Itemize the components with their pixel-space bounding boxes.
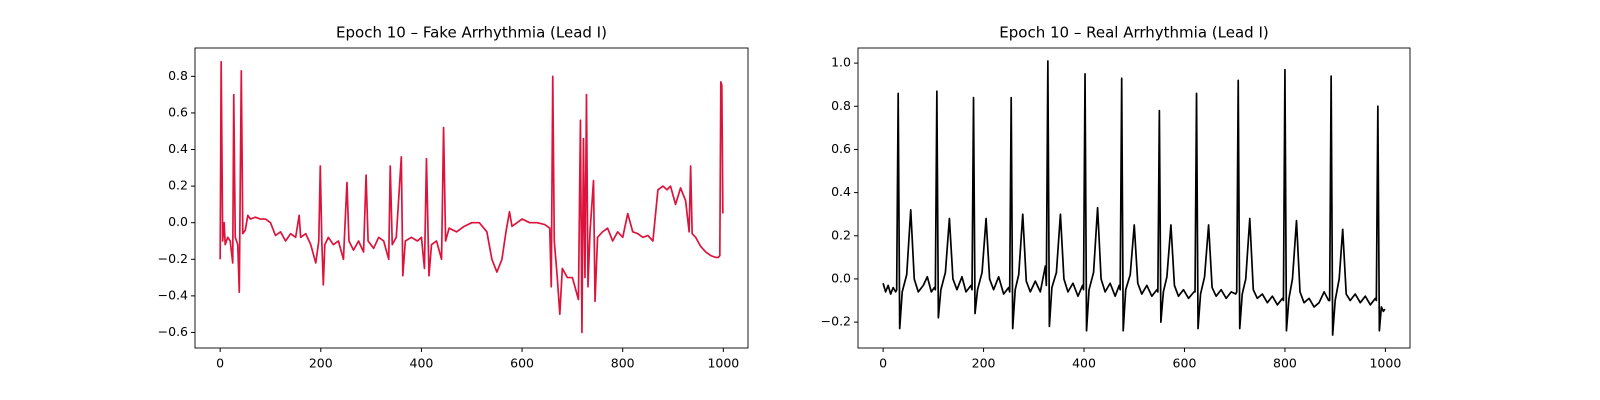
plot-frame [194,47,749,349]
y-tick-label: −0.2 [158,251,188,266]
x-tick-label: 600 [510,356,534,371]
x-tick-label: 1000 [1369,356,1401,371]
y-tick-label: 0.2 [831,227,851,242]
x-tick-label: 800 [611,356,635,371]
y-tick-label: −0.4 [158,287,188,302]
x-tick-label: 800 [1273,356,1297,371]
y-tick-label: 0.8 [168,68,188,83]
y-tick-label: 0.8 [831,98,851,113]
y-tick-label: −0.2 [821,314,851,329]
x-tick-label: 400 [410,356,434,371]
x-tick-label: 0 [879,356,887,371]
y-tick-label: −0.6 [158,324,188,339]
y-tick-label: 0.0 [168,214,188,229]
series-line [882,60,1386,336]
x-tick-label: 200 [309,356,333,371]
y-tick-label: 0.4 [168,141,188,156]
chart-title: Epoch 10 – Fake Arrhythmia (Lead I) [336,24,607,42]
x-tick-label: 200 [972,356,996,371]
x-tick-label: 400 [1072,356,1096,371]
x-tick-label: 1000 [707,356,739,371]
y-tick-label: 0.6 [831,141,851,156]
chart-title: Epoch 10 – Real Arrhythmia (Lead I) [999,24,1268,42]
y-tick-label: 1.0 [831,55,851,70]
y-tick-label: 0.0 [831,270,851,285]
y-tick-label: 0.2 [168,178,188,193]
y-tick-label: 0.4 [831,184,851,199]
plot-frame [857,47,1411,349]
y-tick-label: 0.6 [168,104,188,119]
series-line [219,60,724,334]
x-tick-label: 0 [216,356,224,371]
x-tick-label: 600 [1173,356,1197,371]
